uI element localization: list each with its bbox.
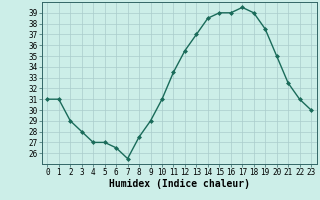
X-axis label: Humidex (Indice chaleur): Humidex (Indice chaleur) xyxy=(109,179,250,189)
